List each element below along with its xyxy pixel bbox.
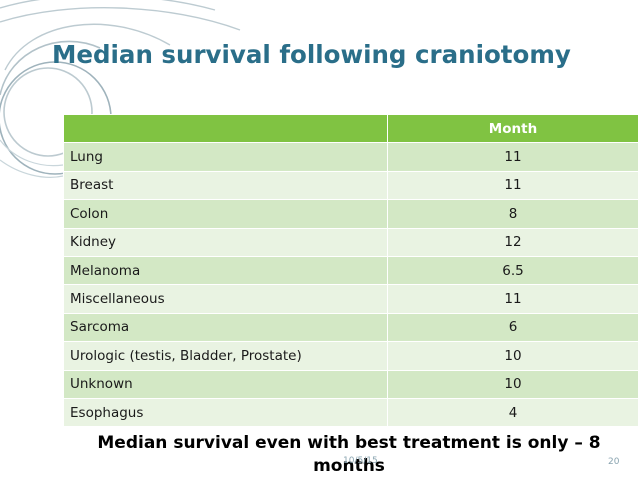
- table-row: Kidney 12: [63, 227, 638, 257]
- table-row: Melanoma 6.5: [63, 255, 638, 286]
- row-value: 8: [387, 199, 638, 229]
- survival-footnote: Median survival even with best treatment…: [97, 433, 601, 476]
- slide-title: Median survival following craniotomy: [52, 40, 571, 69]
- row-label: Unknown: [63, 369, 388, 399]
- table-row: Urologic (testis, Bladder, Prostate) 10: [63, 341, 638, 371]
- table-row: Miscellaneous 11: [63, 284, 638, 314]
- slide-date: 10/5/15: [343, 456, 378, 466]
- row-label: Breast: [63, 170, 388, 201]
- row-value: 12: [387, 227, 638, 257]
- header-cancer-type: [63, 113, 388, 144]
- row-label: Kidney: [63, 227, 388, 257]
- table-row: Esophagus 4: [63, 397, 638, 428]
- row-label: Melanoma: [63, 255, 388, 286]
- row-label: Miscellaneous: [63, 284, 388, 314]
- row-value: 10: [387, 369, 638, 399]
- slide-number: 20: [608, 457, 620, 467]
- survival-table: Month Lung 11 Breast 11 Colon 8 Kidney 1…: [63, 113, 638, 428]
- row-label: Esophagus: [63, 397, 388, 428]
- row-value: 11: [387, 284, 638, 314]
- table-header-row: Month: [63, 113, 638, 144]
- row-label: Sarcoma: [63, 312, 388, 343]
- row-label: Lung: [63, 142, 388, 172]
- table-row: Unknown 10: [63, 369, 638, 399]
- table-row: Sarcoma 6: [63, 312, 638, 343]
- row-value: 11: [387, 170, 638, 201]
- row-value: 6.5: [387, 255, 638, 286]
- table-row: Colon 8: [63, 199, 638, 229]
- row-value: 11: [387, 142, 638, 172]
- header-month: Month: [387, 113, 638, 144]
- row-label: Urologic (testis, Bladder, Prostate): [63, 341, 388, 371]
- table-row: Lung 11: [63, 142, 638, 172]
- table-row: Breast 11: [63, 170, 638, 201]
- row-label: Colon: [63, 199, 388, 229]
- row-value: 6: [387, 312, 638, 343]
- row-value: 4: [387, 397, 638, 428]
- row-value: 10: [387, 341, 638, 371]
